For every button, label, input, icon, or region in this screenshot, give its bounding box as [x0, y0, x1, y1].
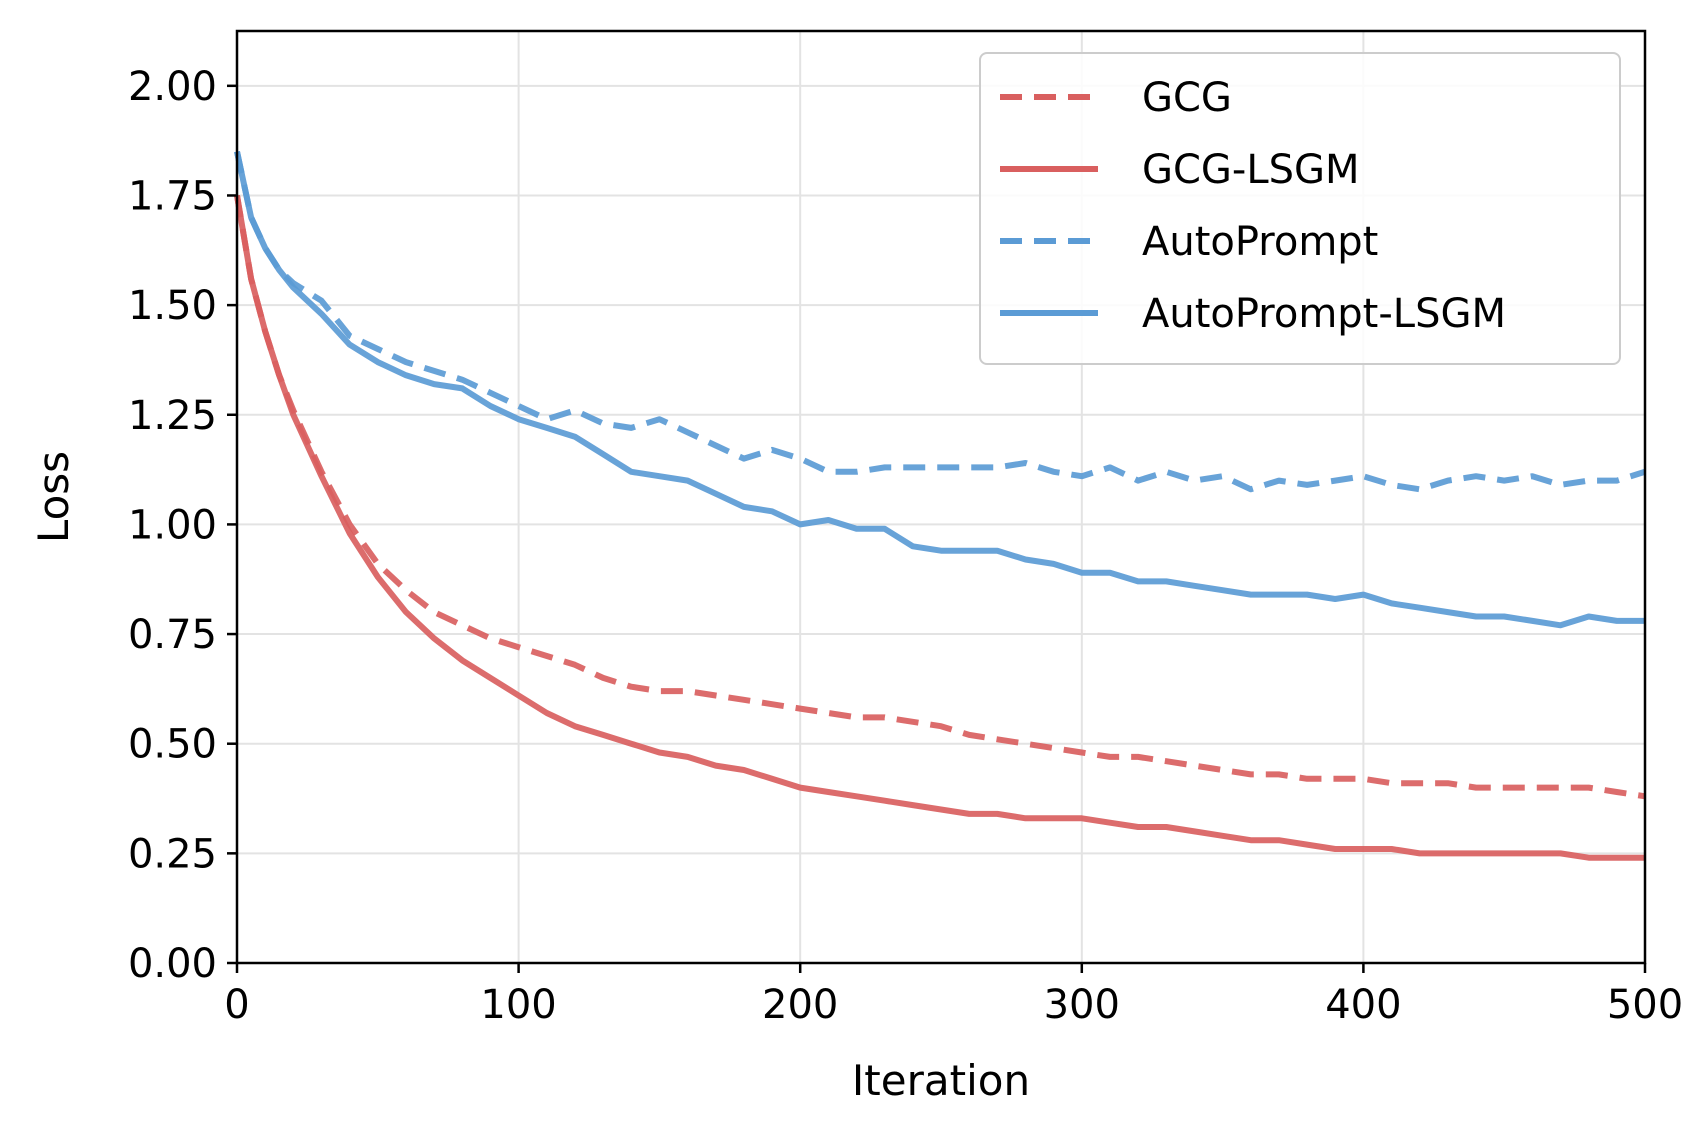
legend-label: AutoPrompt	[1142, 219, 1378, 265]
y-tick-label: 2.00	[128, 64, 217, 110]
y-tick-label: 0.50	[128, 722, 217, 768]
legend-label: GCG-LSGM	[1142, 147, 1360, 193]
legend-label: AutoPrompt-LSGM	[1142, 291, 1506, 337]
x-tick-label: 400	[1325, 982, 1401, 1028]
series-line-autoprompt-lsgm	[234, 150, 1645, 629]
y-tick-label: 1.50	[128, 283, 217, 329]
x-tick-label: 200	[762, 982, 838, 1028]
plot-frame	[235, 29, 1647, 965]
series-line-autoprompt	[234, 150, 1646, 493]
y-tick-label: 0.00	[128, 941, 217, 987]
legend-box	[979, 52, 1621, 365]
x-tick-label: 500	[1607, 982, 1683, 1028]
series-line-gcg-lsgm	[234, 194, 1645, 861]
legend: GCG GCG-LSGM AutoPrompt AutoPrompt-LSGM	[979, 52, 1621, 365]
y-axis-label: Loss	[29, 451, 78, 543]
x-axis-ticks: 0 100 200 300 400 500	[224, 963, 1683, 1028]
y-tick-label: 1.75	[128, 173, 217, 219]
x-tick-label: 100	[480, 982, 556, 1028]
series-line-gcg	[234, 194, 1646, 800]
grid-lines	[236, 31, 1646, 964]
x-tick-label: 0	[224, 982, 249, 1028]
y-tick-label: 0.75	[128, 612, 217, 658]
legend-label: GCG	[1142, 75, 1232, 121]
x-tick-label: 300	[1044, 982, 1120, 1028]
x-axis-label: Iteration	[852, 1056, 1030, 1105]
y-tick-label: 0.25	[128, 831, 217, 877]
y-axis-ticks: 0.00 0.25 0.50 0.75 1.00 1.25 1.50 1.75 2.00	[128, 64, 237, 987]
y-tick-label: 1.00	[128, 502, 217, 548]
y-tick-label: 1.25	[128, 393, 217, 439]
plot-series	[234, 150, 1646, 861]
